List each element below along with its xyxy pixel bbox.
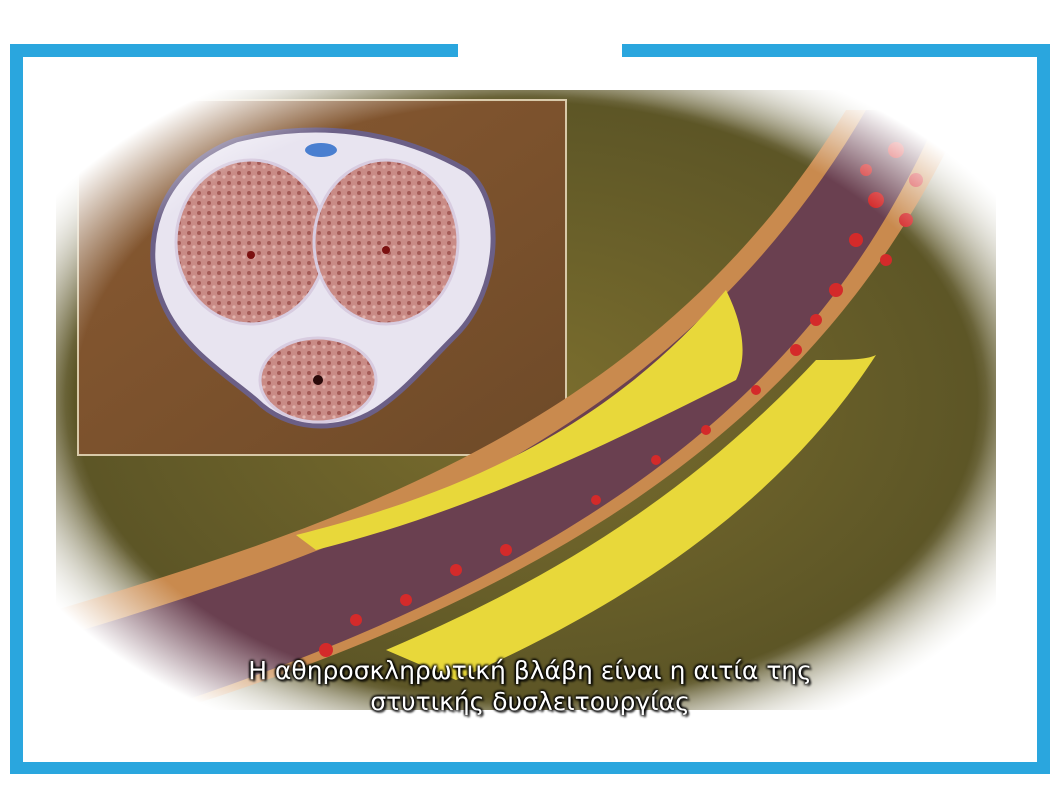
frame-top-left: [10, 44, 458, 57]
caption-line-1: Η αθηροσκληρωτική βλάβη είναι η αιτία τη…: [248, 656, 812, 685]
frame-left: [10, 44, 23, 774]
artery-illustration: [56, 90, 996, 710]
frame-top-right: [622, 44, 1050, 57]
caption: Η αθηροσκληρωτική βλάβη είναι η αιτία τη…: [120, 655, 940, 717]
frame-right: [1037, 44, 1050, 774]
artery-svg: [56, 90, 996, 710]
caption-line-2: στυτικής δυσλειτουργίας: [370, 687, 690, 716]
frame-bottom: [10, 762, 1050, 774]
